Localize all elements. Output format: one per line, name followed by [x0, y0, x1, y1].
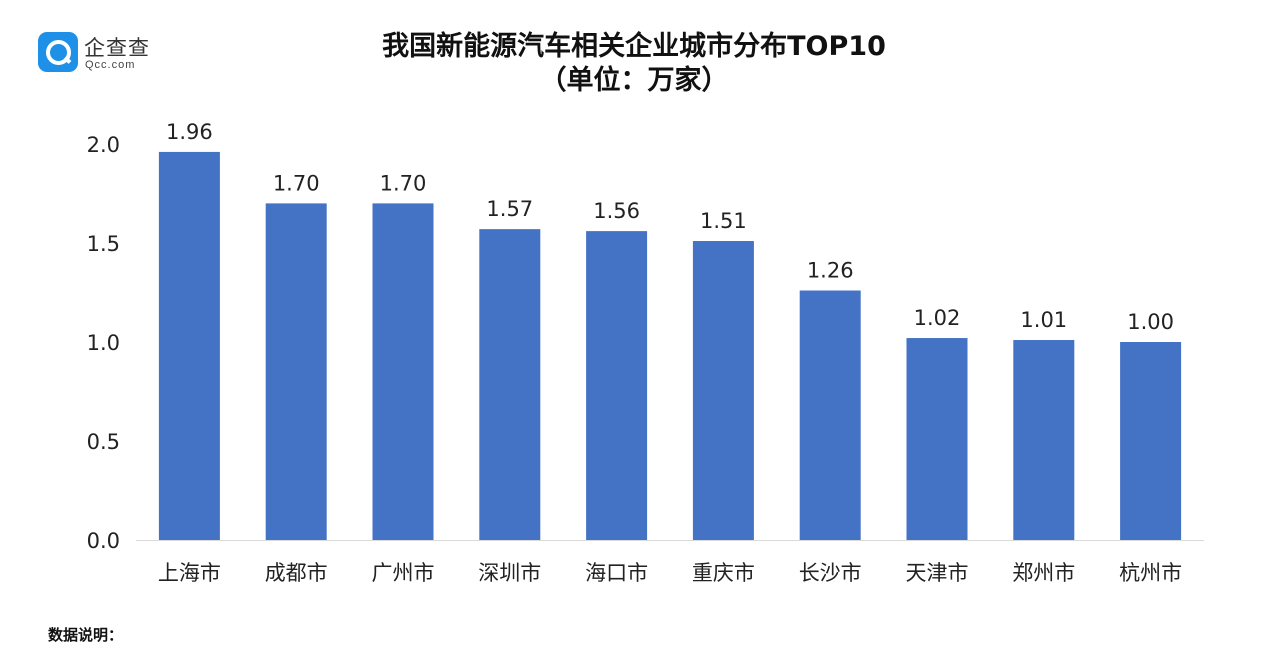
- bar: [586, 231, 648, 540]
- data-label: 1.70: [273, 171, 320, 195]
- data-label: 1.96: [166, 120, 213, 144]
- bar: [1013, 340, 1075, 540]
- x-tick-label: 天津市: [906, 561, 969, 585]
- data-label: 1.51: [700, 209, 747, 233]
- brand-name: 企查查: [84, 36, 150, 60]
- data-label: 1.00: [1127, 310, 1174, 334]
- y-tick-label: 2.0: [87, 133, 120, 157]
- x-tick-label: 成都市: [265, 561, 328, 585]
- bar: [906, 338, 968, 540]
- brand-logo: 企查查 Qcc.com: [38, 32, 168, 74]
- x-tick-label: 长沙市: [799, 561, 862, 585]
- x-tick-label: 上海市: [158, 561, 221, 585]
- chart-title: 我国新能源汽车相关企业城市分布TOP10: [382, 31, 886, 62]
- x-tick-label: 广州市: [372, 561, 435, 585]
- data-label: 1.26: [807, 259, 854, 283]
- bar: [1120, 342, 1182, 540]
- x-tick-label: 郑州市: [1012, 561, 1075, 585]
- chart-subtitle: （单位：万家）: [539, 65, 729, 96]
- data-note-label: 数据说明：: [48, 626, 124, 644]
- x-tick-label: 海口市: [585, 561, 648, 585]
- data-label: 1.70: [380, 171, 427, 195]
- x-tick-label: 深圳市: [478, 561, 541, 585]
- bar: [799, 290, 861, 540]
- bar: [158, 151, 220, 541]
- data-label: 1.02: [914, 306, 961, 330]
- bar: [372, 203, 434, 540]
- y-tick-label: 0.5: [87, 430, 120, 454]
- x-tick-label: 重庆市: [692, 561, 755, 585]
- y-tick-label: 0.0: [87, 529, 120, 553]
- y-tick-label: 1.5: [87, 232, 120, 256]
- y-tick-label: 1.0: [87, 331, 120, 355]
- bar: [692, 241, 754, 540]
- x-tick-label: 杭州市: [1119, 561, 1182, 585]
- bar: [265, 203, 327, 540]
- brand-domain: Qcc.com: [85, 59, 136, 71]
- data-label: 1.56: [593, 199, 640, 223]
- magnifier-logo-icon: [38, 32, 78, 72]
- bar: [479, 229, 541, 540]
- data-label: 1.01: [1020, 308, 1067, 332]
- data-label: 1.57: [486, 197, 533, 221]
